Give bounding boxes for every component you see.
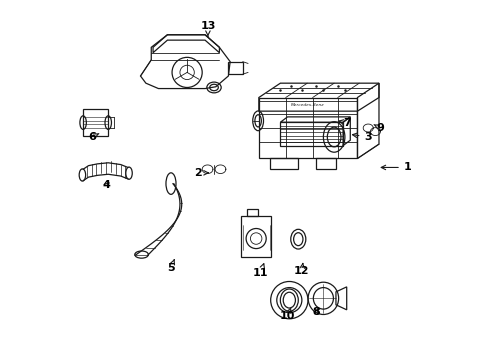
Text: 7: 7 [338, 118, 350, 128]
Text: Mercedes-Benz: Mercedes-Benz [291, 103, 324, 107]
Text: 12: 12 [293, 264, 309, 276]
Text: 9: 9 [373, 123, 384, 133]
Text: 3: 3 [352, 132, 371, 142]
Text: 8: 8 [312, 307, 320, 317]
Text: 5: 5 [167, 260, 174, 273]
Text: 2: 2 [194, 168, 208, 178]
Text: 13: 13 [200, 21, 215, 36]
Text: 10: 10 [279, 308, 295, 320]
Text: 11: 11 [252, 264, 268, 278]
Text: 6: 6 [88, 132, 99, 142]
Text: 4: 4 [102, 180, 110, 190]
Text: 1: 1 [381, 162, 411, 172]
